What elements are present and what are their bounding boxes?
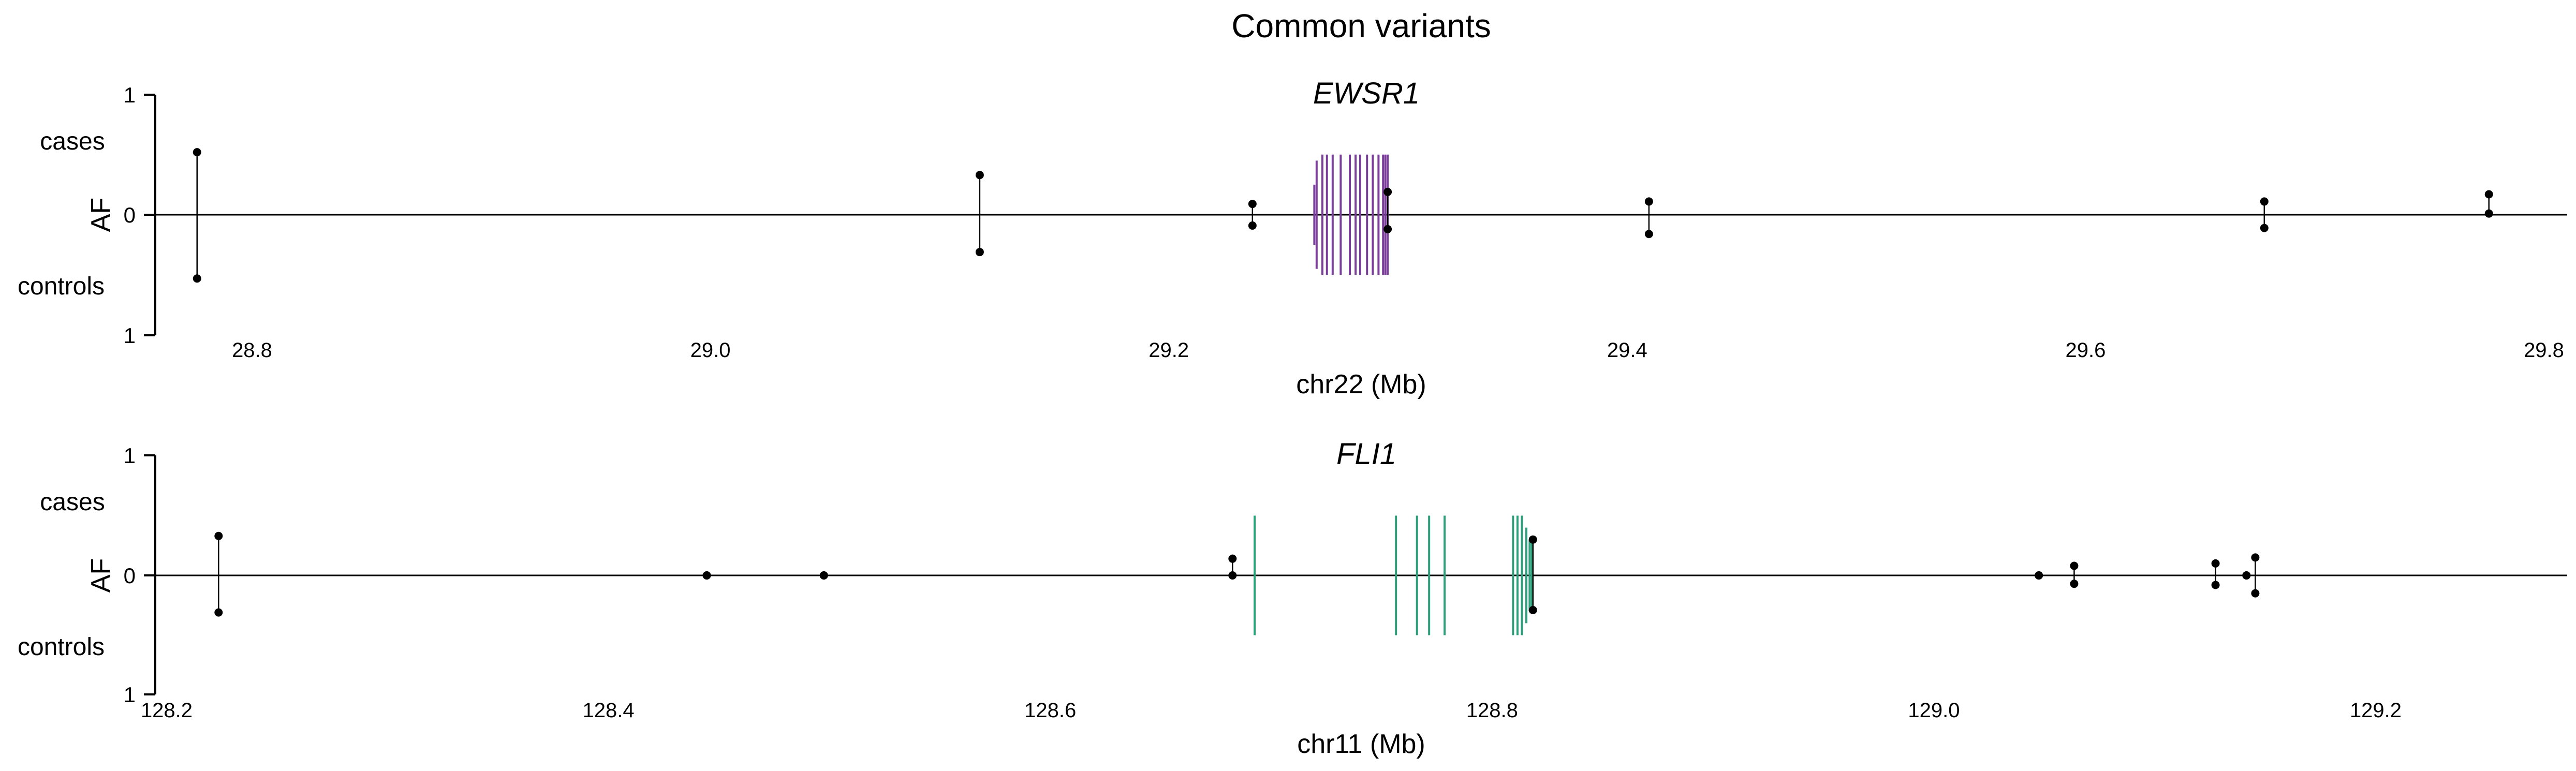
x-tick-label: 29.6 bbox=[2065, 339, 2106, 362]
y-label-controls: controls bbox=[18, 273, 105, 300]
variant-control-point bbox=[2484, 209, 2493, 218]
y-axis-label: AF bbox=[86, 198, 116, 232]
gene-title: EWSR1 bbox=[1313, 77, 1420, 110]
variant-case-point bbox=[2211, 559, 2220, 568]
variant-case-point bbox=[214, 531, 223, 540]
y-tick-label: 1 bbox=[124, 83, 136, 107]
y-label-controls: controls bbox=[18, 633, 105, 661]
gene-title: FLI1 bbox=[1336, 437, 1396, 471]
y-axis-label: AF bbox=[86, 558, 116, 592]
x-tick-label: 29.0 bbox=[690, 339, 731, 362]
x-tick-label: 128.4 bbox=[583, 699, 635, 722]
variant-case-point bbox=[1383, 187, 1392, 196]
variant-control-point bbox=[975, 248, 984, 257]
variant-control-point bbox=[2070, 580, 2079, 588]
x-tick-label: 128.6 bbox=[1024, 699, 1076, 722]
variant-control-point bbox=[214, 608, 223, 617]
x-tick-label: 129.2 bbox=[2350, 699, 2402, 722]
y-label-cases: cases bbox=[40, 128, 105, 155]
panel-bottom: FLI1 1 0 1 cases controls AF 128.2 128.4 128.6 128… bbox=[18, 437, 2567, 759]
variant-control-point bbox=[1528, 605, 1537, 614]
panel-top: EWSR1 1 0 1 cases controls AF 28.8 29.0 29.2 29.4 2… bbox=[18, 77, 2567, 399]
variant-case-point bbox=[975, 171, 984, 180]
variant-control-point bbox=[1644, 230, 1653, 239]
variant-case-point bbox=[1528, 535, 1537, 544]
variant-control-point bbox=[2260, 224, 2269, 232]
y-tick-label: 0 bbox=[124, 564, 136, 588]
variant-control-point bbox=[2035, 571, 2043, 580]
variant-case-point bbox=[1644, 197, 1653, 206]
x-tick-label: 128.8 bbox=[1466, 699, 1518, 722]
y-label-cases: cases bbox=[40, 488, 105, 516]
figure-title: Common variants bbox=[1231, 7, 1491, 45]
x-tick-label: 128.2 bbox=[141, 699, 193, 722]
variant-control-point bbox=[2242, 571, 2251, 580]
variant-case-point bbox=[1228, 554, 1237, 563]
x-axis-label: chr22 (Mb) bbox=[1296, 369, 1426, 399]
variant-control-point bbox=[819, 571, 828, 580]
variant-control-point bbox=[702, 571, 711, 580]
variant-control-point bbox=[2251, 589, 2260, 598]
variant-control-point bbox=[1228, 571, 1237, 580]
y-tick-label: 1 bbox=[124, 443, 136, 468]
y-tick-label: 0 bbox=[124, 203, 136, 227]
panels: EWSR1 1 0 1 cases controls AF 28.8 29.0 29.2 29.4 2… bbox=[18, 77, 2567, 759]
variant-case-point bbox=[2484, 190, 2493, 199]
variant-case-point bbox=[2251, 553, 2260, 562]
variant-control-point bbox=[1248, 221, 1257, 230]
y-tick-label: 1 bbox=[124, 323, 136, 348]
x-tick-label: 28.8 bbox=[232, 339, 272, 362]
variant-control-point bbox=[1383, 225, 1392, 233]
variant-control-point bbox=[2211, 581, 2220, 589]
variant-case-point bbox=[2260, 197, 2269, 206]
y-tick-label: 1 bbox=[124, 683, 136, 707]
x-tick-label: 129.0 bbox=[1908, 699, 1960, 722]
variant-case-point bbox=[193, 148, 201, 157]
x-axis-label: chr11 (Mb) bbox=[1297, 729, 1425, 759]
x-tick-label: 29.8 bbox=[2524, 339, 2564, 362]
variant-case-point bbox=[1248, 200, 1257, 209]
variant-case-point bbox=[2070, 561, 2079, 570]
variant-control-point bbox=[193, 274, 201, 283]
x-tick-label: 29.4 bbox=[1607, 339, 1647, 362]
x-tick-label: 29.2 bbox=[1149, 339, 1189, 362]
